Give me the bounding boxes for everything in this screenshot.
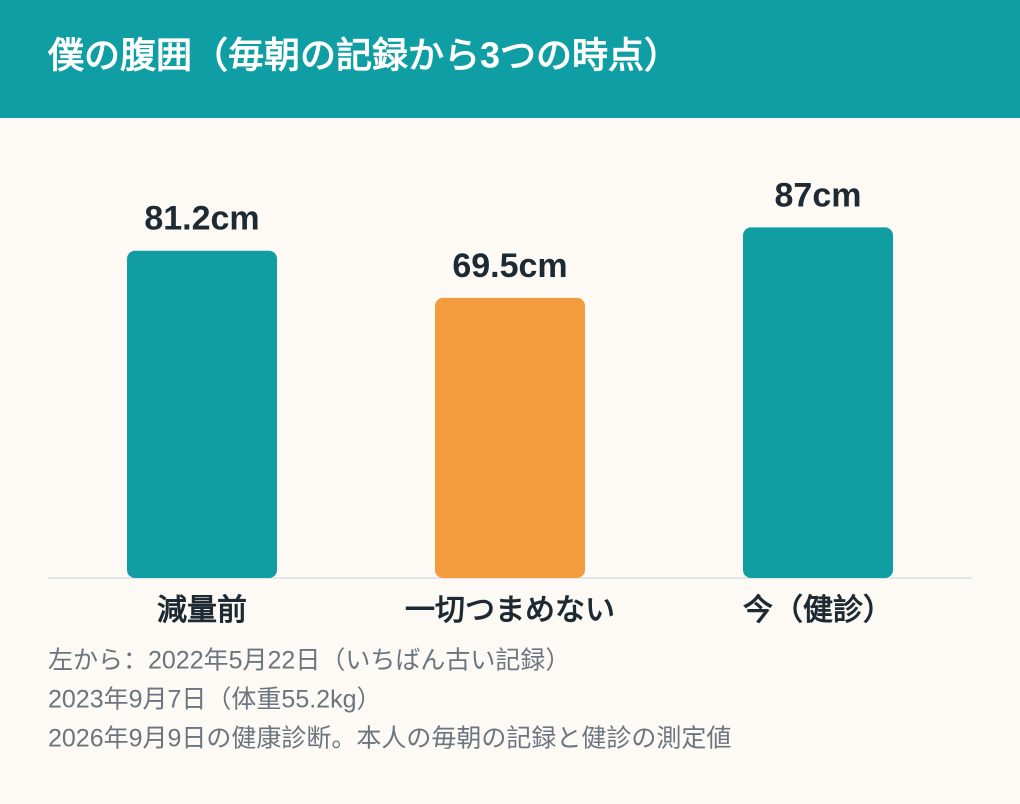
note: 左から：2022年5月22日（いちばん古い記録） (48, 647, 570, 675)
bar (743, 227, 893, 578)
value-label: 81.2cm (144, 200, 259, 238)
category-label: 今（健診） (743, 593, 893, 627)
value-label: 87cm (775, 176, 862, 214)
bar (127, 250, 277, 579)
category-label: 一切つまめない (405, 594, 615, 627)
chart-title: 僕の腹囲（毎朝の記録から3つの時点） (47, 35, 680, 76)
note: 2026年9月9日の健康診断。本人の毎朝の記録と健診の測定値 (48, 725, 731, 753)
value-label: 69.5cm (452, 247, 567, 285)
header (0, 0, 1020, 118)
category-label: 減量前 (157, 594, 247, 627)
bar (435, 297, 585, 578)
note: 2023年9月7日（体重55.2kg） (48, 686, 382, 714)
